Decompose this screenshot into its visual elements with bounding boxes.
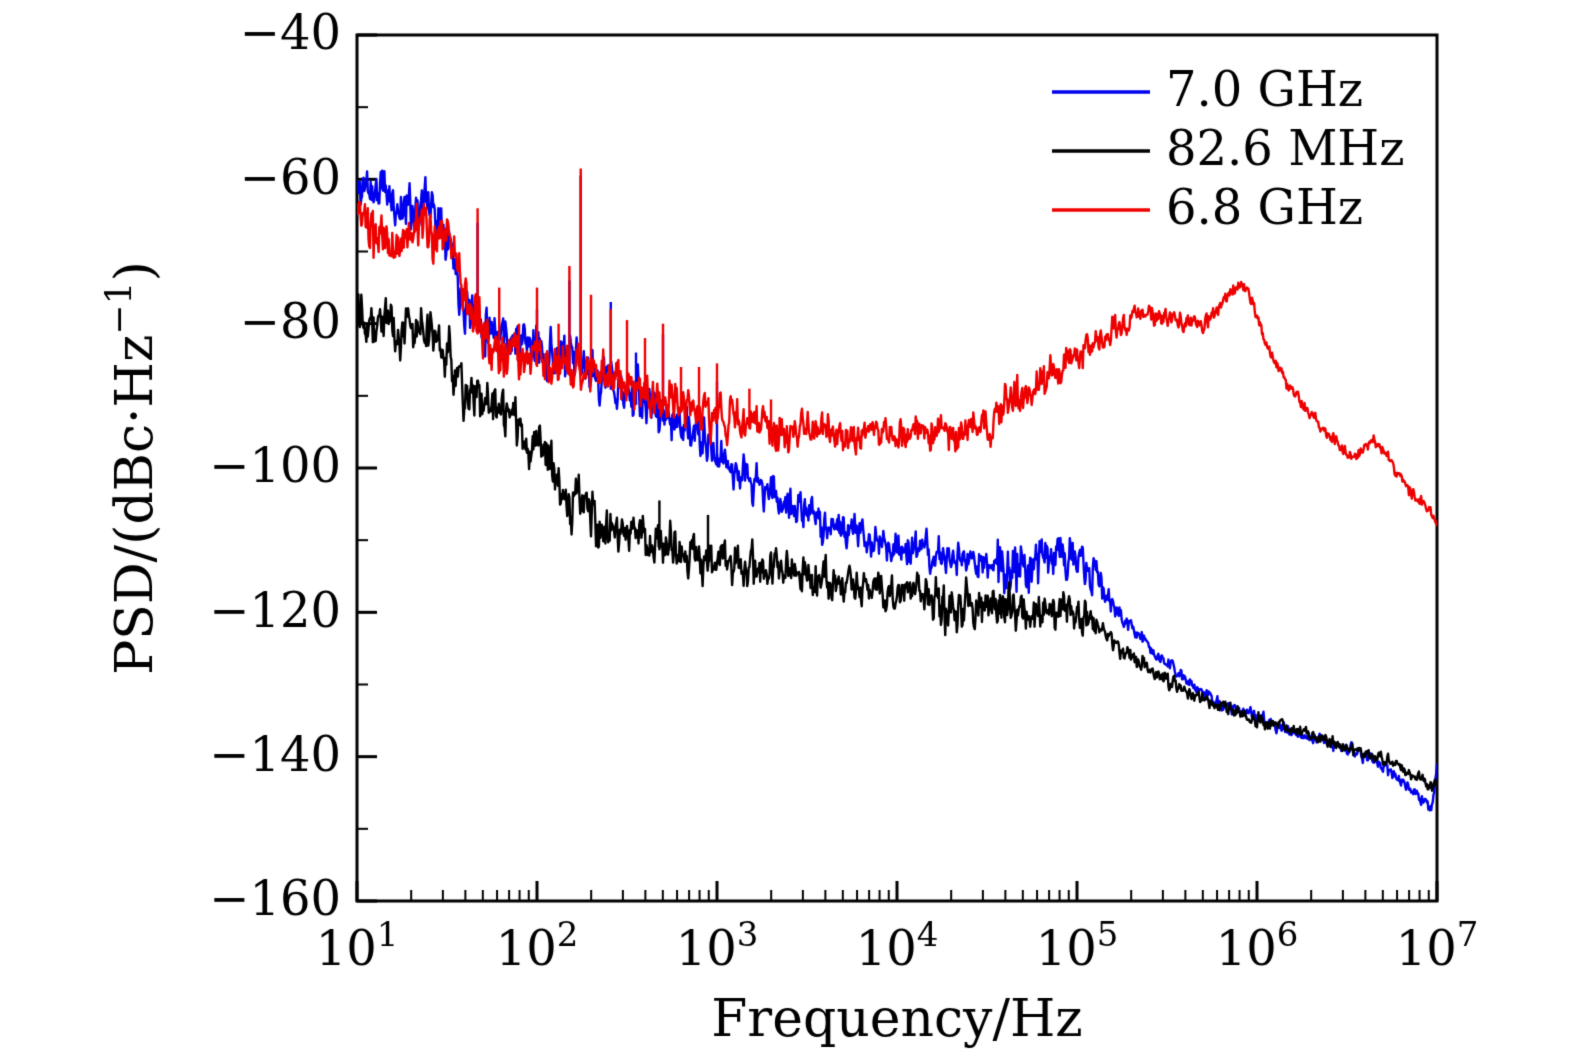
psd-chart-figure <box>0 0 1575 1059</box>
psd-chart-canvas <box>0 0 1575 1059</box>
